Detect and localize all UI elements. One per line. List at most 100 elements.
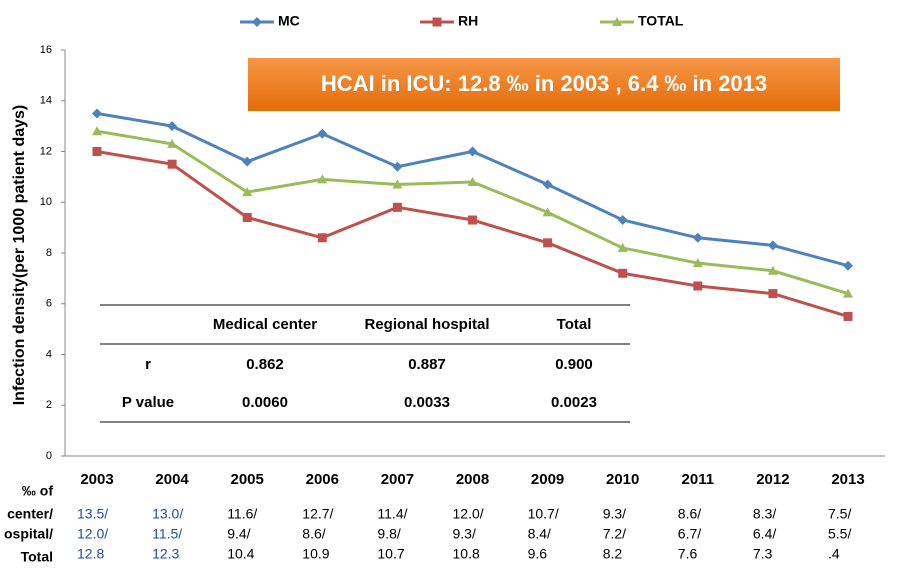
legend-label: RH bbox=[458, 13, 478, 29]
marker bbox=[768, 289, 778, 299]
value-label: 11.6/ bbox=[227, 506, 257, 522]
marker bbox=[542, 207, 553, 217]
marker bbox=[392, 202, 402, 212]
value-label: .4 bbox=[828, 546, 840, 562]
row-label: ospital/ bbox=[4, 526, 53, 542]
marker bbox=[167, 159, 177, 169]
y-tick-label: 12 bbox=[40, 145, 52, 157]
value-label: 11.4/ bbox=[377, 506, 407, 522]
value-label: 9.3/ bbox=[453, 526, 476, 542]
value-label: 9.3/ bbox=[603, 506, 626, 522]
legend-label: TOTAL bbox=[638, 13, 684, 29]
y-tick-label: 0 bbox=[46, 450, 52, 462]
value-label: 8.6/ bbox=[302, 526, 325, 542]
value-label: 6.7/ bbox=[678, 526, 701, 542]
value-label: 8.2 bbox=[603, 546, 623, 562]
y-tick-label: 16 bbox=[40, 44, 52, 56]
value-label: 7.3 bbox=[753, 546, 773, 562]
x-tick-label: 2012 bbox=[756, 471, 789, 488]
y-tick-label: 14 bbox=[40, 95, 52, 107]
marker bbox=[392, 161, 403, 172]
marker bbox=[92, 147, 102, 156]
x-tick-label: 2009 bbox=[531, 471, 564, 488]
value-label: 8.4/ bbox=[528, 526, 551, 542]
value-label: 9.6 bbox=[528, 546, 548, 562]
value-label: 7.6 bbox=[678, 546, 698, 562]
legend-label: MC bbox=[278, 13, 300, 29]
table-header: Total bbox=[557, 316, 592, 333]
marker bbox=[612, 17, 622, 26]
value-label: 12.3 bbox=[152, 546, 179, 562]
value-label: 10.8 bbox=[453, 546, 480, 562]
marker bbox=[843, 311, 853, 321]
x-tick-label: 2011 bbox=[682, 471, 715, 488]
value-label: 7.5/ bbox=[828, 506, 851, 522]
x-tick-label: 2006 bbox=[306, 471, 339, 488]
value-label: 10.7 bbox=[377, 546, 404, 562]
marker bbox=[843, 260, 853, 271]
marker bbox=[617, 242, 628, 252]
marker bbox=[392, 179, 403, 189]
value-label: 10.4 bbox=[227, 546, 254, 562]
value-label: 6.4/ bbox=[753, 526, 776, 542]
value-label: 13.0/ bbox=[152, 506, 183, 522]
value-label: 10.9 bbox=[302, 546, 329, 562]
x-tick-label: 2005 bbox=[231, 471, 264, 488]
marker bbox=[693, 281, 703, 291]
marker bbox=[317, 128, 328, 139]
value-label: 10.7/ bbox=[528, 506, 559, 522]
marker bbox=[618, 268, 628, 278]
table-header: Medical center bbox=[213, 316, 317, 333]
table-cell: 0.887 bbox=[408, 356, 446, 373]
table-cell: P value bbox=[122, 394, 174, 411]
marker bbox=[167, 138, 178, 148]
marker bbox=[467, 146, 478, 157]
table-cell: 0.0033 bbox=[404, 394, 450, 411]
table-cell: 0.0060 bbox=[242, 394, 288, 411]
value-label: 5.5/ bbox=[828, 526, 851, 542]
x-tick-label: 2013 bbox=[831, 471, 864, 488]
marker bbox=[432, 17, 442, 27]
annotation: HCAI in ICU: 12.8 ‰ in 2003 , 6.4 ‰ in 2… bbox=[321, 71, 767, 96]
table-cell: 0.862 bbox=[246, 356, 284, 373]
marker bbox=[242, 156, 253, 167]
marker bbox=[692, 232, 703, 243]
table-cell: r bbox=[145, 356, 151, 373]
y-axis-label: Infection density(per 1000 patient days) bbox=[11, 105, 28, 406]
x-tick-label: 2004 bbox=[155, 471, 189, 488]
marker bbox=[843, 288, 853, 298]
marker bbox=[92, 126, 102, 136]
value-label: 8.3/ bbox=[753, 506, 776, 522]
value-label: 11.5/ bbox=[152, 526, 182, 542]
row-label: Total bbox=[21, 549, 53, 565]
marker bbox=[543, 238, 553, 248]
marker bbox=[252, 17, 262, 27]
y-tick-label: 4 bbox=[46, 348, 52, 360]
y-tick-label: 10 bbox=[40, 196, 52, 208]
x-tick-label: 2003 bbox=[80, 471, 113, 488]
value-label: 12.8 bbox=[77, 546, 104, 562]
value-label: 12.0/ bbox=[453, 506, 484, 522]
y-tick-label: 6 bbox=[46, 298, 52, 310]
table-cell: 0.0023 bbox=[551, 394, 597, 411]
marker bbox=[767, 240, 778, 251]
value-label: 13.5/ bbox=[77, 506, 108, 522]
marker bbox=[542, 179, 553, 190]
value-label: 12.7/ bbox=[302, 506, 333, 522]
table-cell: 0.900 bbox=[555, 356, 593, 373]
marker bbox=[242, 187, 253, 197]
annotation-box bbox=[248, 58, 840, 111]
series-line bbox=[96, 150, 849, 318]
marker bbox=[467, 176, 478, 186]
row-label: center/ bbox=[7, 506, 53, 522]
marker bbox=[242, 212, 252, 222]
value-label: 7.2/ bbox=[603, 526, 626, 542]
row-label: ‰ of bbox=[22, 483, 53, 499]
value-label: 9.4/ bbox=[227, 526, 250, 542]
x-tick-label: 2007 bbox=[381, 471, 414, 488]
marker bbox=[167, 121, 178, 132]
marker bbox=[692, 258, 703, 268]
table-header: Regional hospital bbox=[364, 316, 489, 333]
value-label: 12.0/ bbox=[77, 526, 108, 542]
